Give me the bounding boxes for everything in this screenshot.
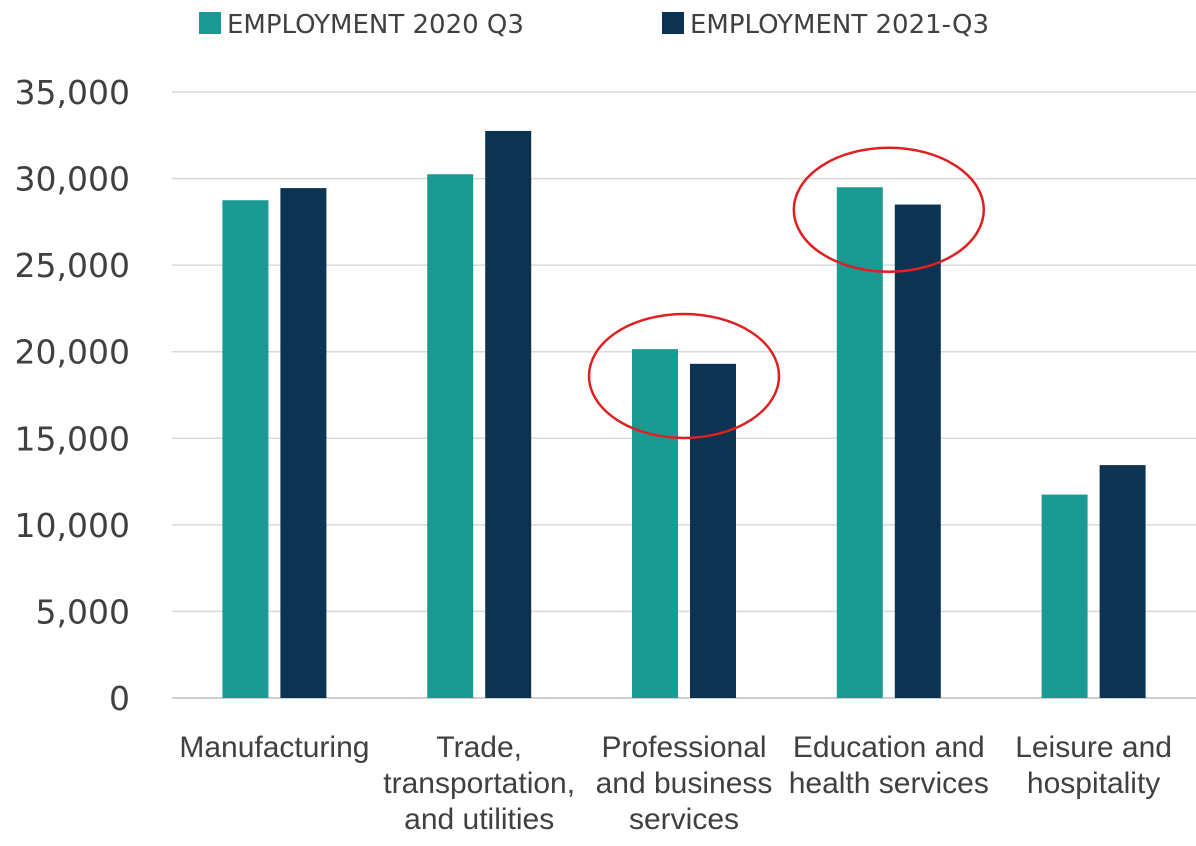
- legend-swatch: [662, 12, 684, 34]
- x-tick-label: Leisure and hospitality: [1015, 731, 1172, 800]
- bar-1-3: [632, 349, 678, 698]
- bar-1-1: [222, 200, 269, 698]
- x-tick-label: Trade, transportation, and utilities: [383, 731, 575, 836]
- legend-label: EMPLOYMENT 2021-Q3: [690, 10, 989, 40]
- y-tick-label: 20,000: [15, 333, 130, 372]
- y-tick-label: 30,000: [15, 160, 130, 199]
- x-tick-label: Manufacturing: [179, 731, 369, 764]
- legend-swatch: [199, 12, 221, 34]
- y-tick-label: 35,000: [15, 73, 130, 112]
- gridlines: [172, 91, 1196, 699]
- bar-2-4: [894, 204, 941, 699]
- y-tick-label: 25,000: [15, 246, 130, 285]
- annotations: [587, 146, 986, 440]
- bars: [222, 130, 1146, 699]
- y-tick-label: 5,000: [36, 592, 130, 631]
- legend: EMPLOYMENT 2020 Q3 EMPLOYMENT 2021-Q3: [199, 10, 989, 40]
- bar-2-2: [485, 130, 532, 698]
- bar-1-5: [1041, 494, 1088, 698]
- y-tick-label: 0: [109, 679, 130, 718]
- bar-2-5: [1099, 465, 1146, 698]
- x-axis: Manufacturing Trade, transportation, and ut…: [179, 731, 1172, 836]
- y-axis: 0 5,000 10,000 15,000 20,000 25,000 30,000 35,0…: [15, 73, 130, 718]
- bar-2-3: [690, 363, 736, 698]
- y-tick-label: 15,000: [15, 419, 130, 458]
- x-tick-label: Professional and business services: [596, 731, 773, 836]
- x-tick-label: Education and health services: [789, 731, 989, 800]
- highlight-ellipse: [792, 146, 986, 273]
- bar-1-2: [427, 174, 474, 698]
- highlight-ellipse: [587, 312, 781, 440]
- y-tick-label: 10,000: [15, 506, 130, 545]
- bar-2-1: [280, 188, 327, 698]
- legend-label: EMPLOYMENT 2020 Q3: [227, 10, 524, 40]
